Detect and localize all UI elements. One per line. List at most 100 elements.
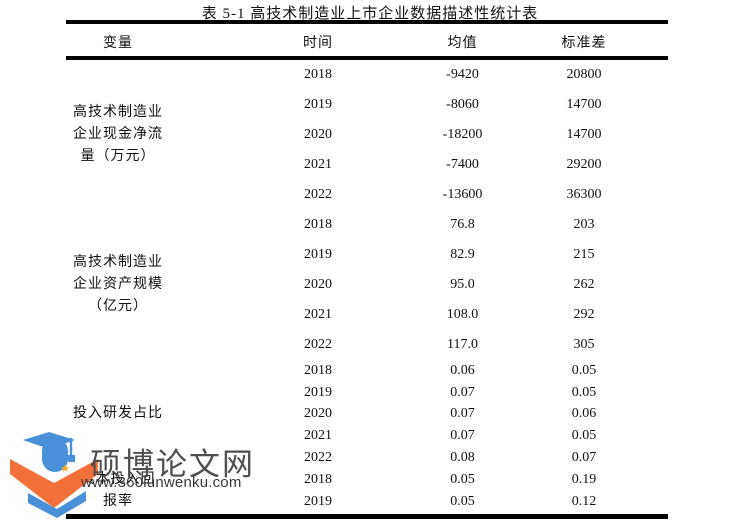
mortarboard-icon xyxy=(23,432,75,449)
std-cell: 29200 xyxy=(566,157,602,172)
variable-label-line: 投入研发占比 xyxy=(73,406,163,422)
table-body: 高技术制造业 企业现金净流 量（万元） 2018 -9420 20800 2019 -8060… xyxy=(66,60,668,513)
site-logo-icon: ★ xyxy=(10,432,98,518)
std-cell: 203 xyxy=(573,217,595,232)
open-book-icon xyxy=(10,459,98,508)
mean-cell: -9420 xyxy=(446,67,479,82)
mean-cell: -18200 xyxy=(442,127,483,142)
table-row: 2021 0.07 0.05 xyxy=(66,425,668,447)
variable-label-line: 企业资产规模 xyxy=(73,277,163,292)
std-cell: 0.12 xyxy=(571,493,597,509)
year-cell: 2018 xyxy=(304,471,332,487)
mean-cell: 82.9 xyxy=(450,247,475,262)
std-cell: 20800 xyxy=(566,67,602,82)
std-cell: 36300 xyxy=(566,187,602,202)
statistics-table: 变量 时间 均值 标准差 高技术制造业 企业现金净流 量（万元） 2018 -9420 2… xyxy=(66,24,668,513)
year-cell: 2021 xyxy=(304,157,332,172)
table-row: 2019 -8060 14700 xyxy=(66,90,668,120)
mean-cell: 0.05 xyxy=(450,471,475,487)
variable-label-line: 高技术制造业 xyxy=(73,105,163,120)
column-header-variable: 变量 xyxy=(103,36,133,51)
std-cell: 0.06 xyxy=(571,406,597,422)
table-row: 2020 95.0 262 xyxy=(66,270,668,300)
std-cell: 0.05 xyxy=(571,428,597,444)
watermark-site-name: 硕博论文网 xyxy=(90,447,255,482)
table-row: 2020 0.07 0.06 xyxy=(66,404,668,426)
mean-cell: 0.06 xyxy=(450,362,475,378)
std-cell: 292 xyxy=(573,307,595,322)
year-cell: 2020 xyxy=(304,277,332,292)
variable-label-line: 报率 xyxy=(103,493,133,509)
star-icon: ★ xyxy=(60,462,70,475)
table-row: 2021 -7400 29200 xyxy=(66,150,668,180)
table-header-rule xyxy=(66,56,668,60)
year-cell: 2019 xyxy=(304,247,332,262)
table-row: 2020 -18200 14700 xyxy=(66,120,668,150)
variable-cell: 高技术制造业 企业现金净流 量（万元） xyxy=(66,60,211,210)
table-row: 2019 0.07 0.05 xyxy=(66,382,668,404)
year-cell: 2019 xyxy=(304,97,332,112)
year-cell: 2022 xyxy=(304,450,332,466)
variable-label-line: 资本投入回 xyxy=(80,471,156,487)
table-bottom-rule xyxy=(66,514,668,519)
column-header-std: 标准差 xyxy=(561,36,607,51)
std-cell: 262 xyxy=(573,277,595,292)
year-cell: 2019 xyxy=(304,493,332,509)
watermark-site-url: www.360lunwenku.com xyxy=(81,474,242,491)
table-caption: 表 5-1 高技术制造业上市企业数据描述性统计表 xyxy=(201,6,539,22)
year-cell: 2018 xyxy=(304,217,332,232)
std-cell: 14700 xyxy=(566,127,602,142)
mean-cell: 0.07 xyxy=(450,406,475,422)
table-top-rule xyxy=(66,20,668,24)
table-row: 2022 117.0 305 xyxy=(66,330,668,360)
year-cell: 2018 xyxy=(304,67,332,82)
variable-label-line: 高技术制造业 xyxy=(73,255,163,270)
mean-cell: -8060 xyxy=(446,97,479,112)
mean-cell: 0.08 xyxy=(450,450,475,466)
std-cell: 305 xyxy=(573,337,595,352)
column-header-time: 时间 xyxy=(303,36,333,51)
variable-cell: 投入研发占比 xyxy=(66,360,211,469)
std-cell: 0.19 xyxy=(571,471,597,487)
std-cell: 215 xyxy=(573,247,595,262)
tassel-knob-icon xyxy=(68,455,75,462)
year-cell: 2019 xyxy=(304,384,332,400)
table-row: 2022 0.08 0.07 xyxy=(66,447,668,469)
variable-label-line: 量（万元） xyxy=(80,149,156,164)
year-cell: 2020 xyxy=(304,406,332,422)
table-row: 2022 -13600 36300 xyxy=(66,180,668,210)
mean-cell: 0.07 xyxy=(450,428,475,444)
column-header-mean: 均值 xyxy=(447,36,478,51)
mean-cell: 76.8 xyxy=(450,217,475,232)
table-row: 2021 108.0 292 xyxy=(66,300,668,330)
table-row: 2019 82.9 215 xyxy=(66,240,668,270)
mean-cell: -7400 xyxy=(446,157,479,172)
mean-cell: 0.07 xyxy=(450,384,475,400)
mean-cell: 108.0 xyxy=(446,307,479,322)
table-row: 2019 0.05 0.12 xyxy=(66,491,668,513)
variable-label-line: 企业现金净流 xyxy=(73,127,163,142)
std-cell: 14700 xyxy=(566,97,602,112)
year-cell: 2021 xyxy=(304,307,332,322)
book-underline-icon xyxy=(28,491,86,518)
table-header-row: 变量 时间 均值 标准差 xyxy=(66,24,668,60)
mean-cell: 95.0 xyxy=(450,277,475,292)
variable-cell: 高技术制造业 企业资产规模 （亿元） xyxy=(66,210,211,360)
table-row: 投入研发占比 2018 0.06 0.05 xyxy=(66,360,668,422)
year-cell: 2018 xyxy=(304,362,332,378)
table-row: 高技术制造业 企业现金净流 量（万元） 2018 -9420 20800 xyxy=(66,60,668,164)
table-row: 高技术制造业 企业资产规模 （亿元） 2018 76.8 203 xyxy=(66,210,668,314)
year-cell: 2020 xyxy=(304,127,332,142)
mean-cell: 117.0 xyxy=(447,337,478,352)
std-cell: 0.07 xyxy=(571,450,597,466)
mean-cell: 0.05 xyxy=(450,493,475,509)
variable-cell: 资本投入回 报率 xyxy=(66,469,211,513)
std-cell: 0.05 xyxy=(571,384,597,400)
year-cell: 2021 xyxy=(304,428,332,444)
year-cell: 2022 xyxy=(304,187,332,202)
table-row: 资本投入回报率 2018 0.05 0.19 xyxy=(66,469,668,509)
year-cell: 2022 xyxy=(304,337,332,352)
variable-label-line: （亿元） xyxy=(88,299,148,314)
std-cell: 0.05 xyxy=(571,362,597,378)
